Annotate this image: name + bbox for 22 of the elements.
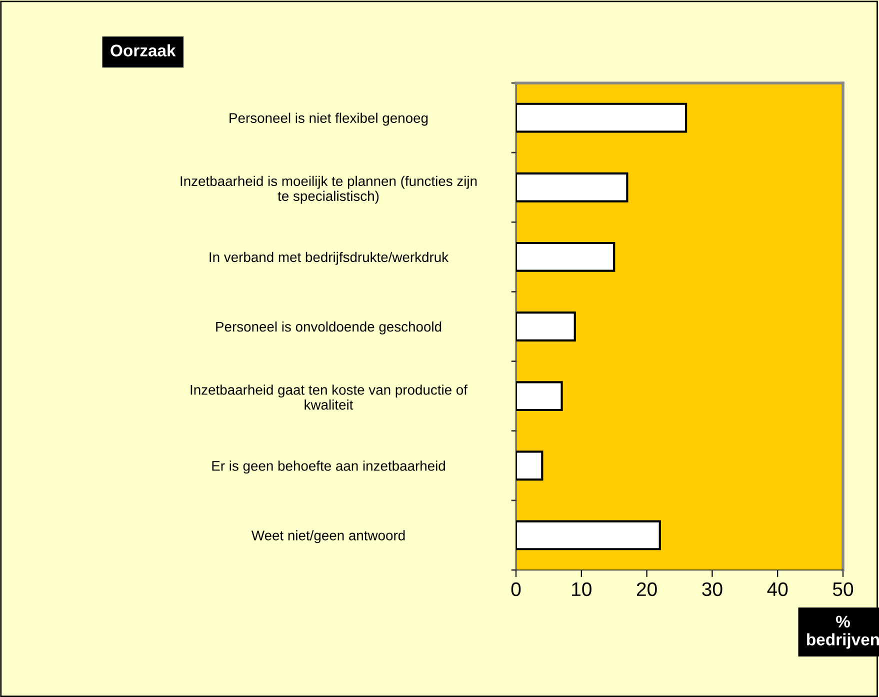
x-tick-label: 40 <box>767 582 788 596</box>
x-tick-label: 30 <box>702 582 722 596</box>
x-tick-label: 20 <box>636 582 657 596</box>
y-tick-label: Er is geen behoefte aan inzetbaarheid <box>212 460 445 474</box>
x-tick-label: 50 <box>832 582 854 596</box>
bar <box>516 312 576 342</box>
y-axis-title: Oorzaak <box>110 44 176 56</box>
x-tick-label: 10 <box>572 582 592 596</box>
x-axis-title: % bedrijven <box>807 616 879 649</box>
y-tick-label: In verband met bedrijfsdrukte/werkdruk <box>210 252 449 265</box>
bar <box>516 242 616 272</box>
bar <box>516 172 628 202</box>
y-tick-label: Inzetbaarheid gaat ten koste van productie of kwaliteit <box>190 384 468 410</box>
y-tick-label: Personeel is niet flexibel genoeg <box>230 112 428 126</box>
bar <box>516 102 688 133</box>
bar <box>516 450 544 481</box>
y-tick-label: Inzetbaarheid is moeilijk te plannen (functies zijn te specialistisch) <box>180 176 477 204</box>
y-tick-label: Weet niet/geen antwoord <box>251 530 405 544</box>
bar <box>516 520 661 550</box>
y-tick-label: Personeel is onvoldoende geschoold <box>216 321 442 334</box>
x-tick-label: 0 <box>511 582 521 596</box>
bar <box>516 381 563 412</box>
